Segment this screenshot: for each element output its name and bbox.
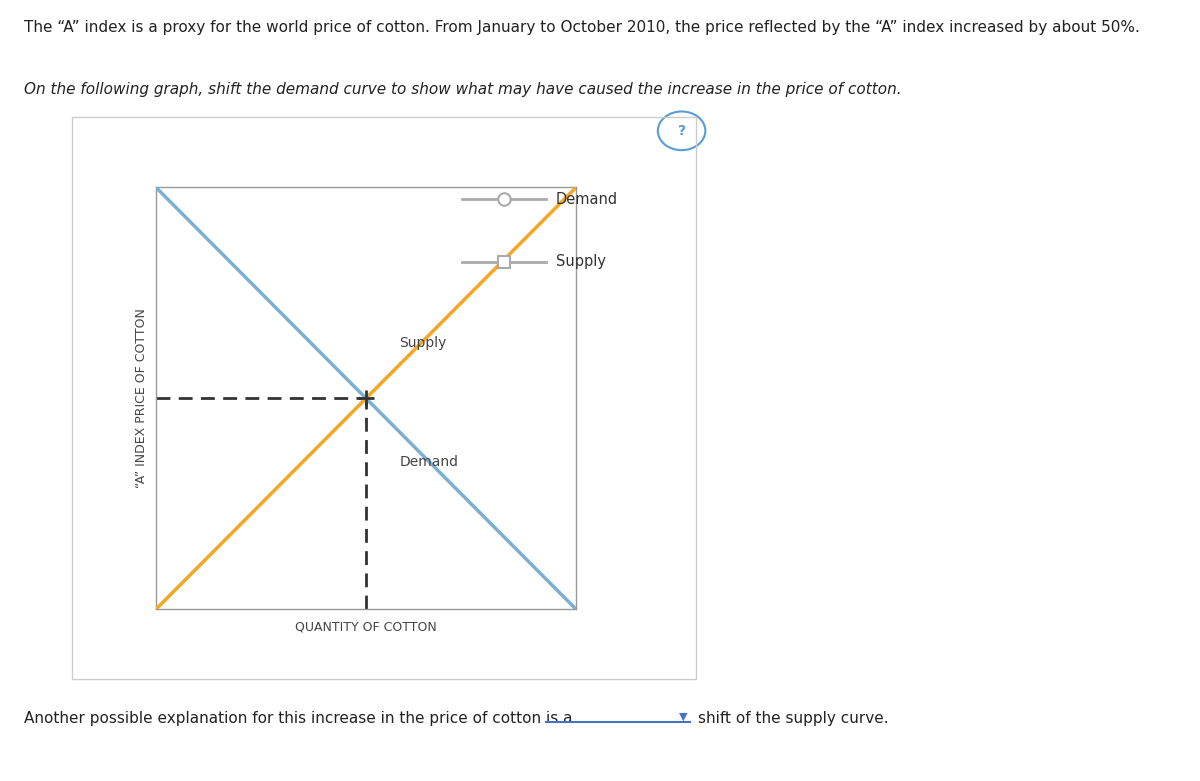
Text: Supply: Supply — [556, 254, 606, 269]
Y-axis label: “A” INDEX PRICE OF COTTON: “A” INDEX PRICE OF COTTON — [134, 308, 148, 488]
Text: ▼: ▼ — [678, 712, 688, 722]
Circle shape — [658, 112, 706, 150]
Text: The “A” index is a proxy for the world price of cotton. From January to October : The “A” index is a proxy for the world p… — [24, 20, 1140, 34]
Text: ?: ? — [678, 124, 685, 137]
X-axis label: QUANTITY OF COTTON: QUANTITY OF COTTON — [295, 620, 437, 633]
Text: Demand: Demand — [400, 455, 458, 469]
Text: Demand: Demand — [556, 191, 618, 207]
Text: Another possible explanation for this increase in the price of cotton is a: Another possible explanation for this in… — [24, 711, 572, 726]
Text: On the following graph, shift the demand curve to show what may have caused the : On the following graph, shift the demand… — [24, 82, 901, 97]
Text: shift of the supply curve.: shift of the supply curve. — [698, 711, 889, 726]
Text: Supply: Supply — [400, 337, 446, 351]
